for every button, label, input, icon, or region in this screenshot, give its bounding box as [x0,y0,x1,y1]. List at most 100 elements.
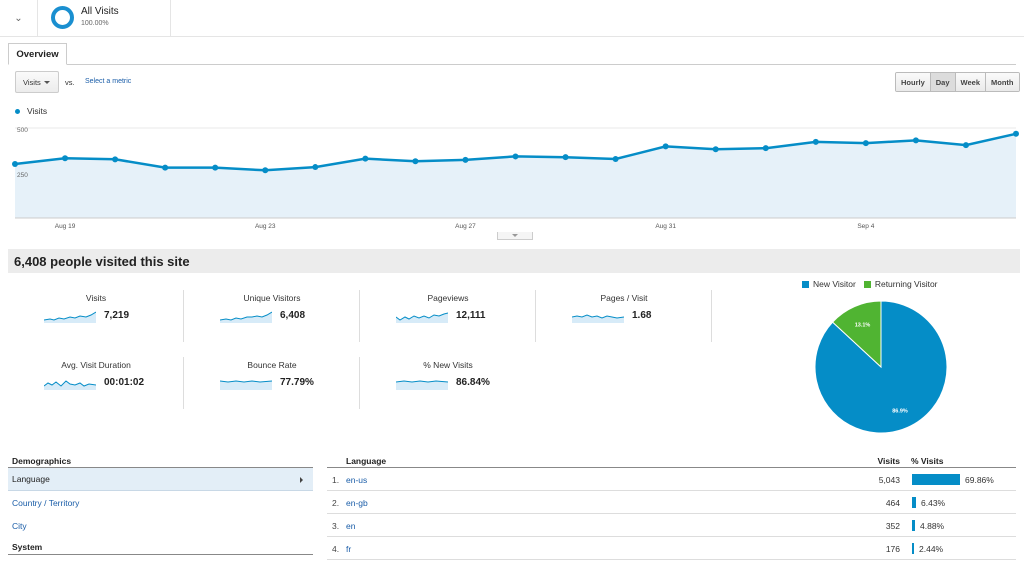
x-tick-label: Aug 27 [455,223,476,230]
data-point[interactable] [612,155,619,162]
hourly-button[interactable]: Hourly [896,73,931,91]
kpi-label: Avg. Visit Duration [61,360,131,370]
language-link[interactable]: en-us [346,475,368,485]
visits-area [15,133,1016,218]
data-point[interactable] [12,161,18,167]
kpi-value: 77.79% [280,377,314,388]
metric-select-value: Visits [23,77,41,87]
data-point[interactable] [1013,130,1019,137]
sparkline [396,309,448,323]
tab-overview[interactable]: Overview [8,43,67,65]
x-tick-label: Sep 4 [857,223,874,230]
data-point[interactable] [162,164,169,171]
metric-select[interactable]: Visits [15,71,59,93]
chevron-right-icon [300,477,303,483]
legend-label-new: New Visitor [813,279,856,289]
pie-slice-label: 86.9% [892,409,908,415]
sparkline [220,376,272,390]
row-number: 4. [332,544,340,554]
pct-value: 69.86% [965,475,994,485]
data-point[interactable] [712,146,719,153]
data-point[interactable] [562,154,569,161]
tab-bar: Overview [8,43,1016,65]
pct-bar [912,474,960,485]
data-point[interactable] [312,164,319,171]
table-header: Language Visits % Visits [327,454,1016,468]
x-tick-label: Aug 19 [55,223,76,230]
kpi-avg-visit-duration[interactable]: Avg. Visit Duration 00:01:02 [8,357,184,409]
kpi-unique-visitors[interactable]: Unique Visitors 6,408 [184,290,360,342]
data-point[interactable] [412,158,419,165]
language-link[interactable]: en-gb [346,498,368,508]
row-number: 1. [332,475,340,485]
demo-item-city[interactable]: City [8,514,313,537]
legend-new-visitor[interactable]: New Visitor [802,279,856,289]
legend-label: Visits [27,106,48,116]
y-tick-label: 500 [17,127,28,134]
language-link[interactable]: en [346,521,356,531]
visits-value: 352 [885,521,900,531]
demo-item-country[interactable]: Country / Territory [8,491,313,514]
data-point[interactable] [362,155,369,162]
legend-dot [15,108,20,114]
col-visits[interactable]: Visits [877,456,900,466]
row-number: 3. [332,521,340,531]
visits-value: 5,043 [878,475,900,485]
data-point[interactable] [762,145,769,152]
data-point[interactable] [812,138,819,145]
demo-item-label: City [12,520,27,531]
month-button[interactable]: Month [986,73,1019,91]
kpi-label: Visits [85,293,107,303]
table-row: 4. fr 176 2.44% [327,537,1016,560]
sparkline [572,309,624,323]
data-point[interactable] [962,142,969,149]
kpi-pageviews[interactable]: Pageviews 12,111 [360,290,536,342]
pie-slice-label: 13.1% [855,323,871,329]
demographics-heading: Demographics [8,454,313,468]
x-tick-label: Aug 31 [655,223,676,230]
chart-legend: Visits [15,106,47,116]
kpi-value: 7,219 [104,310,130,321]
data-point[interactable] [262,167,269,174]
demographics-panel: Demographics Language Country / Territor… [8,454,313,555]
data-point[interactable] [662,143,669,150]
chevron-down-icon: ⌄ [14,13,23,24]
data-point[interactable] [62,155,69,162]
caret-down-icon [44,81,50,84]
summary-title: 6,408 people visited this site [8,249,1020,273]
kpi-pages-visit[interactable]: Pages / Visit 1.68 [536,290,712,342]
demo-item-language[interactable]: Language [8,468,313,491]
language-link[interactable]: fr [346,544,352,554]
data-point[interactable] [862,140,869,147]
pie-slice-returning-visitor[interactable] [831,300,882,369]
kpi-bounce-rate[interactable]: Bounce Rate 77.79% [184,357,360,409]
kpi-visits[interactable]: Visits 7,219 [8,290,184,342]
data-point[interactable] [462,156,469,163]
pie-legend: New Visitor Returning Visitor [802,279,946,289]
kpi-label: Bounce Rate [247,360,297,370]
segment-percent: 100.00% [81,20,109,27]
segment-pill-all-visits[interactable]: All Visits 100.00% [38,0,171,37]
segment-expand-button[interactable]: ⌄ [0,0,38,37]
sparkline [44,376,96,390]
col-pct-visits[interactable]: % Visits [911,456,944,466]
legend-returning-visitor[interactable]: Returning Visitor [863,279,938,289]
day-button[interactable]: Day [930,73,956,91]
kpi-value: 00:01:02 [104,377,145,388]
data-point[interactable] [212,164,219,171]
data-point[interactable] [512,153,519,160]
kpi-new-visits[interactable]: % New Visits 86.84% [360,357,536,409]
week-button[interactable]: Week [955,73,986,91]
chart-collapse-handle[interactable] [497,232,533,240]
kpi-value: 12,111 [456,310,486,321]
data-point[interactable] [912,137,919,144]
vs-label: vs. [65,78,75,87]
language-table: Language Visits % Visits 1. en-us 5,043 69.… [327,454,1016,560]
kpi-label: Pages / Visit [600,293,648,303]
select-metric-link[interactable]: Select a metric [85,78,132,85]
kpi-value: 1.68 [632,310,652,321]
visits-chart-svg: 500 250 Aug 19 Aug 23 Aug 27 Aug 31 Sep 4 [12,127,1019,230]
pie-svg: 86.9% 13.1% [814,300,948,434]
x-tick-label: Aug 23 [255,223,276,230]
data-point[interactable] [112,156,119,163]
